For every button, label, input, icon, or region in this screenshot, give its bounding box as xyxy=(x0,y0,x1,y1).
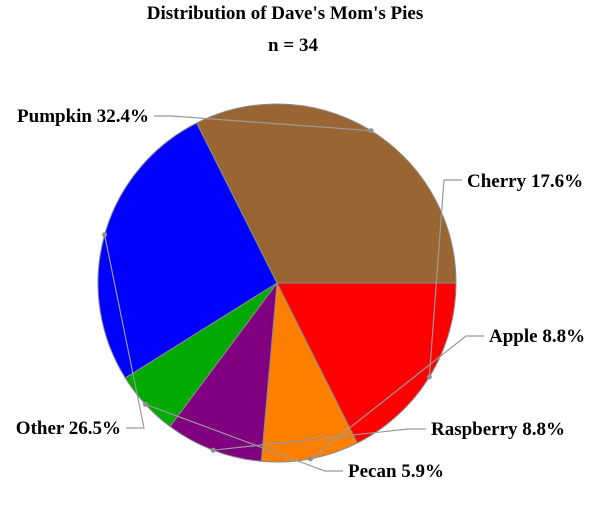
leader-line-pecan xyxy=(145,403,343,472)
chart-title: Distribution of Dave's Mom's Pies xyxy=(147,3,424,24)
leader-dot-raspberry xyxy=(210,447,216,453)
slice-label-apple: Apple 8.8% xyxy=(489,326,585,347)
slice-label-pecan: Pecan 5.9% xyxy=(348,461,444,482)
leader-dot-pecan xyxy=(142,401,148,407)
leader-line-cherry xyxy=(428,179,462,378)
slice-label-cherry: Cherry 17.6% xyxy=(467,171,583,192)
slices-layer xyxy=(97,103,457,463)
leader-line-pumpkin xyxy=(154,115,372,132)
leader-line-other xyxy=(104,234,145,429)
slice-label-raspberry: Raspberry 8.8% xyxy=(431,419,565,440)
slice-label-pumpkin: Pumpkin 32.4% xyxy=(17,106,149,127)
leader-line-raspberry xyxy=(213,428,426,451)
chart-subtitle: n = 34 xyxy=(268,35,318,56)
leader-dot-other xyxy=(102,232,108,238)
leader-line-apple xyxy=(310,335,484,460)
labels-layer: Cherry 17.6% Apple 8.8% Raspberry 8.8% Peca… xyxy=(16,106,585,482)
leader-dot-apple xyxy=(308,456,313,462)
leader-dot-cherry xyxy=(426,374,432,380)
leader-dot-pumpkin xyxy=(368,128,374,134)
slice-label-other: Other 26.5% xyxy=(16,418,121,439)
